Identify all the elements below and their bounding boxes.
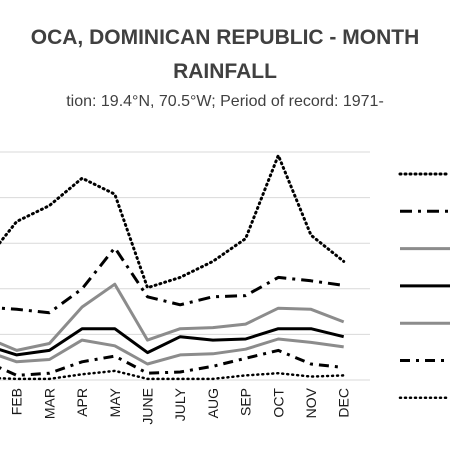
series-line-5 (0, 337, 344, 366)
series-line-1 (0, 153, 346, 290)
x-tick-label: FEB (9, 388, 25, 415)
series-line-7 (0, 369, 345, 381)
series-line-2 (0, 246, 344, 315)
grid-lines (0, 151, 370, 381)
chart-subtitle: tion: 19.4°N, 70.5°W; Period of record: … (66, 93, 384, 110)
x-tick-label: AUG (205, 388, 221, 418)
x-tick-label: OCT (270, 388, 286, 418)
series-line-6 (0, 348, 344, 377)
chart-title-line1: OCA, DOMINICAN REPUBLIC - MONTH (31, 26, 419, 49)
x-tick-label: JULY (172, 387, 188, 421)
x-tick-labels: FEB MAR APR MAY JUNE JULY AUG SEP OCT NOV DEC (9, 387, 352, 424)
x-tick-label: APR (74, 388, 90, 417)
x-tick-label: DEC (336, 388, 352, 418)
series-line-3 (0, 282, 345, 352)
x-tick-label: SEP (238, 388, 254, 416)
x-tick-label: MAY (107, 387, 123, 417)
chart-title-line2: RAINFALL (173, 60, 277, 83)
series-group (0, 153, 346, 381)
x-tick-label: NOV (303, 387, 319, 418)
x-tick-label: MAR (41, 388, 57, 419)
series-line-4 (0, 327, 345, 357)
legend (398, 172, 450, 400)
x-tick-label: JUNE (140, 388, 156, 425)
